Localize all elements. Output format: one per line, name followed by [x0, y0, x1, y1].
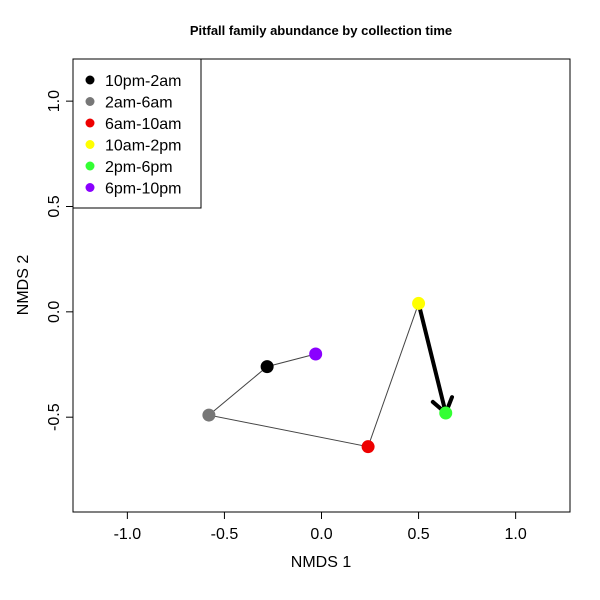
x-tick-label: 1.0: [505, 526, 527, 543]
trajectory-line: [207, 303, 420, 448]
legend-label: 10am-2pm: [105, 138, 181, 155]
legend-label: 10pm-2am: [105, 73, 181, 90]
x-axis: -1.0 -0.5 0.0 0.5 1.0: [114, 511, 527, 543]
legend-label: 6pm-10pm: [105, 181, 181, 198]
y-axis: -0.5 0.0 0.5 1.0: [46, 90, 74, 431]
legend-box: [72, 58, 202, 209]
point-2pm-6pm: [439, 406, 453, 420]
legend: 10pm-2am 2am-6am 6am-10am 10am-2pm 2pm-6pm 6p…: [72, 58, 202, 209]
point-6am-10am: [361, 440, 375, 454]
x-tick-label: 0.5: [407, 526, 429, 543]
legend-marker: [85, 161, 95, 171]
point-10pm-2am: [260, 360, 274, 374]
arrow-shaft: [416, 301, 448, 415]
legend-marker: [85, 75, 95, 85]
point-10am-2pm: [412, 296, 426, 310]
y-tick-label: 0.5: [46, 195, 63, 217]
x-tick-label: -0.5: [211, 526, 239, 543]
data-points: [202, 296, 453, 454]
legend-marker: [85, 118, 95, 128]
y-tick-label: -0.5: [46, 403, 63, 431]
x-tick-label: -1.0: [114, 526, 142, 543]
y-tick-label: 1.0: [46, 90, 63, 112]
legend-marker: [85, 183, 95, 192]
y-axis-label: NMDS 2: [15, 255, 32, 316]
y-tick-label: 0.0: [46, 301, 63, 323]
x-tick-label: 0.0: [310, 526, 332, 543]
legend-label: 6am-10am: [105, 116, 181, 133]
trajectory-lines: [207, 301, 455, 448]
x-axis-label: NMDS 1: [291, 554, 352, 571]
point-6pm-10pm: [309, 347, 323, 361]
legend-marker: [85, 140, 95, 149]
point-2am-6am: [202, 408, 216, 422]
legend-label: 2pm-6pm: [105, 159, 173, 176]
legend-label: 2am-6am: [105, 95, 173, 112]
legend-marker: [85, 97, 95, 106]
chart-title: Pitfall family abundance by collection t…: [190, 23, 452, 38]
